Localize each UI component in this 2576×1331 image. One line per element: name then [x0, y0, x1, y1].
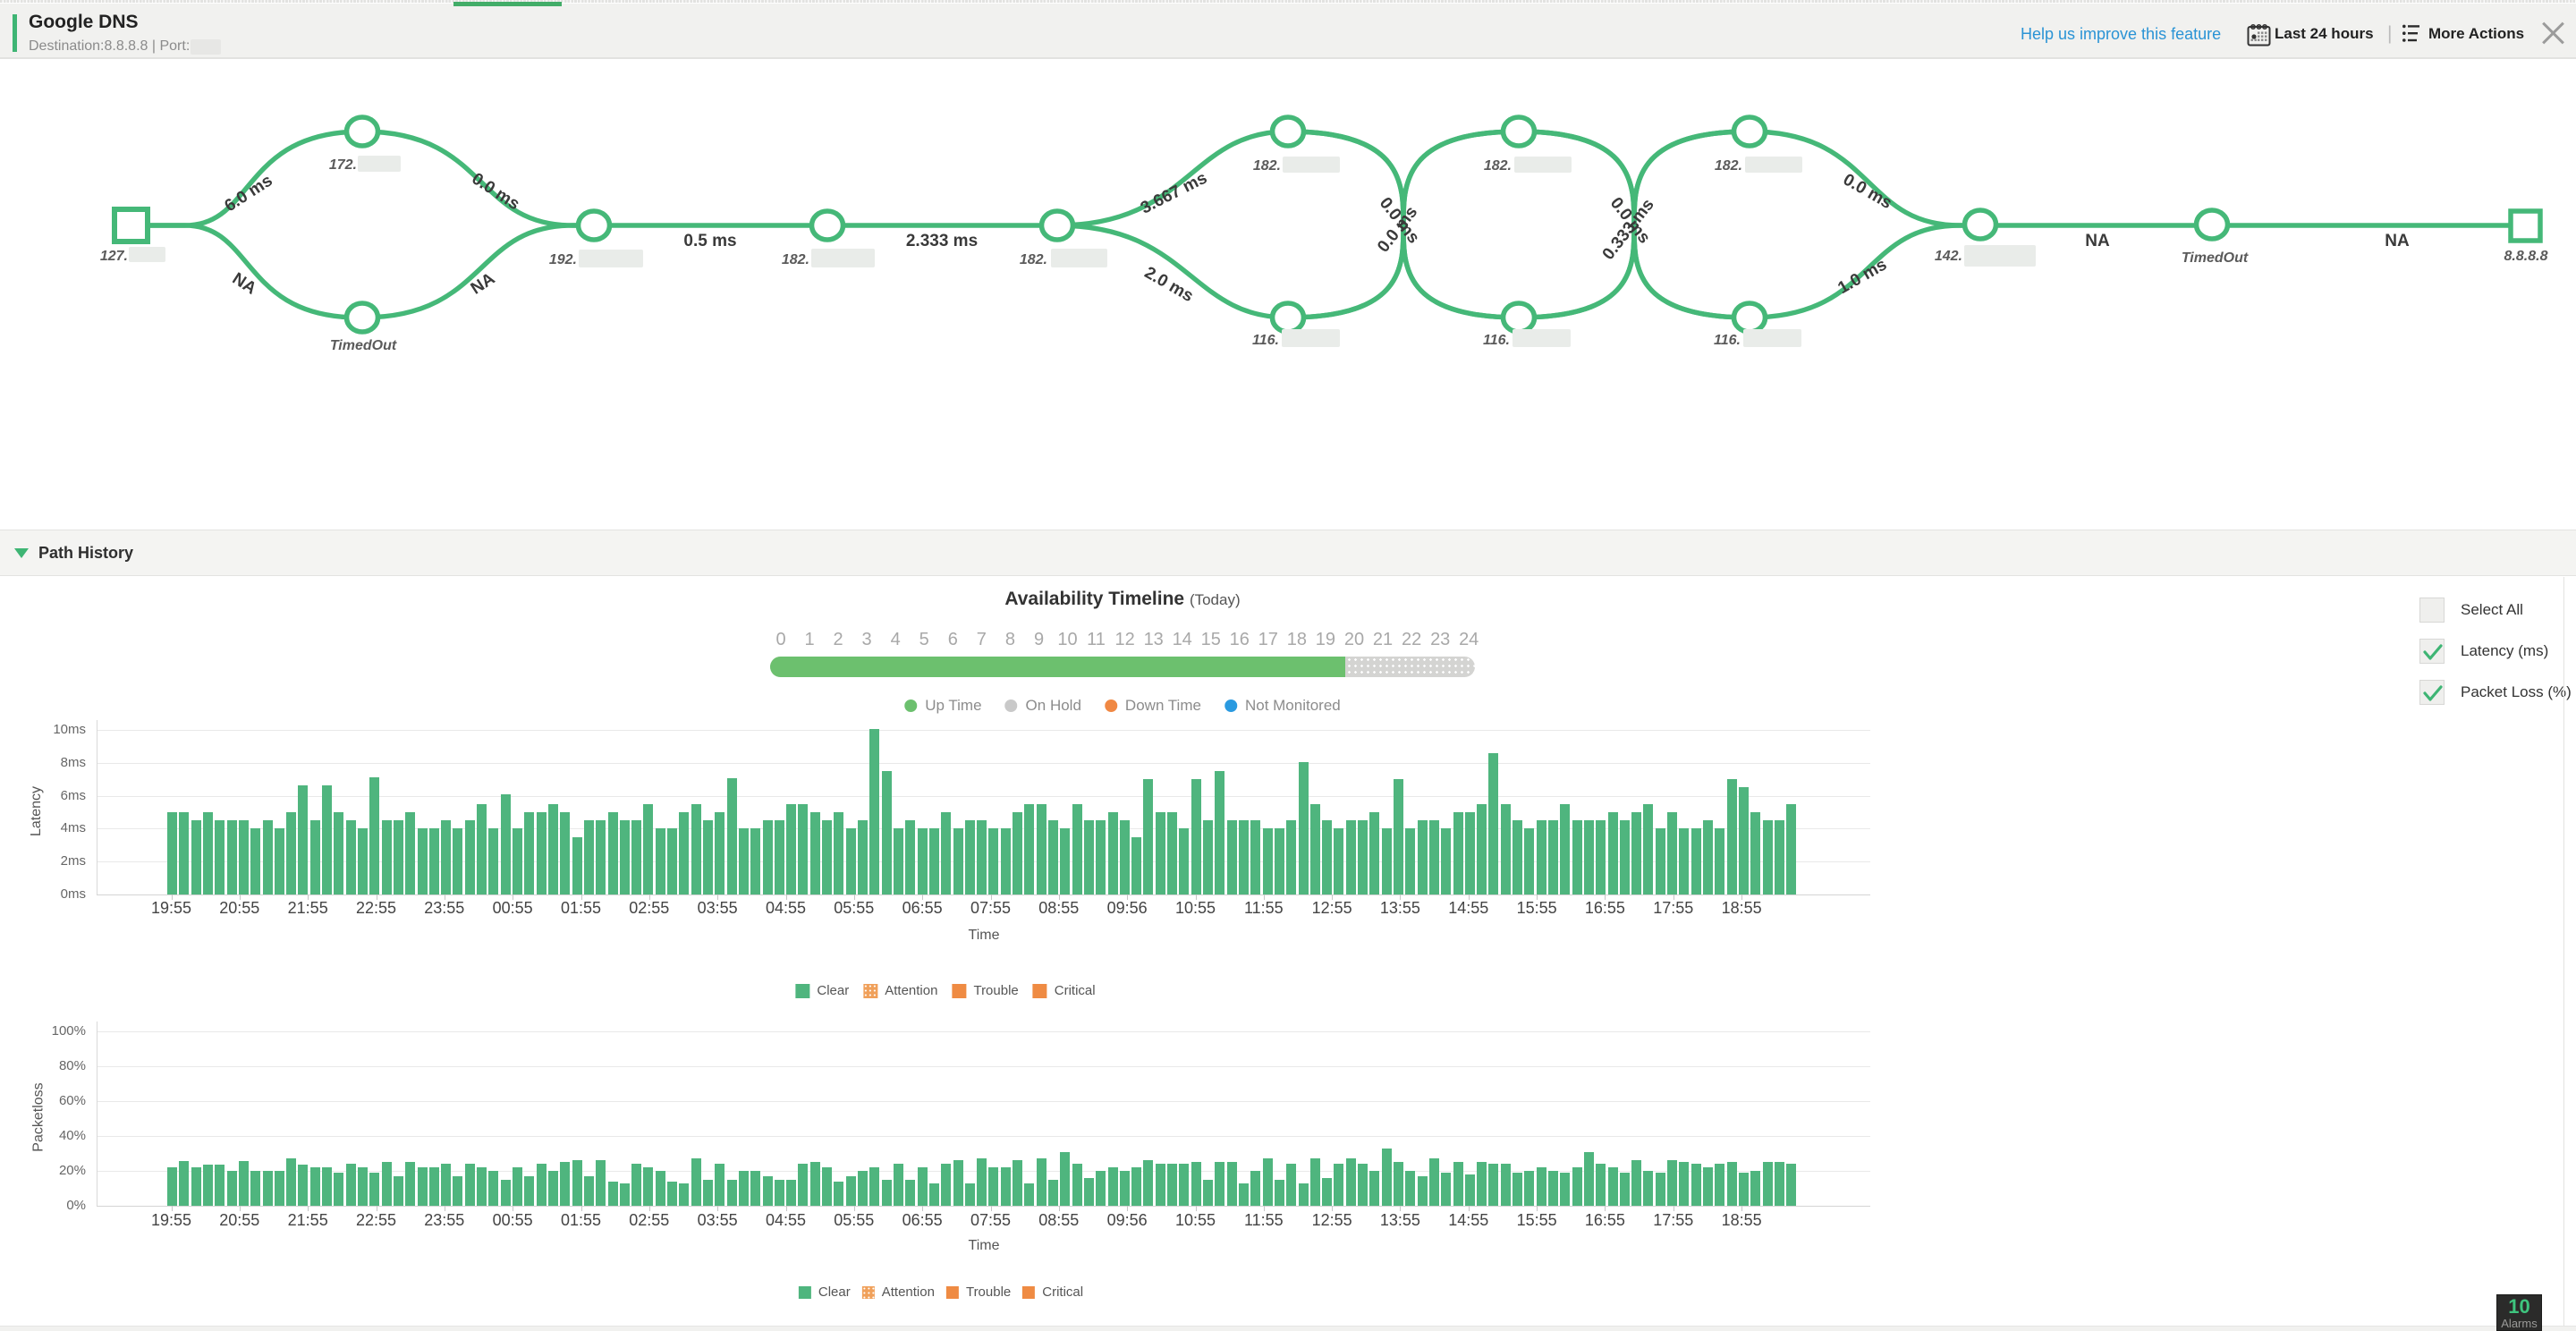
svg-text:182.: 182. [782, 252, 809, 267]
svg-text:182.: 182. [1020, 252, 1047, 267]
svg-text:182.: 182. [1715, 158, 1742, 174]
svg-text:2.333 ms: 2.333 ms [906, 232, 978, 250]
svg-text:192.: 192. [549, 252, 577, 267]
svg-text:142.: 142. [1935, 249, 1962, 264]
svg-text:116.: 116. [1483, 333, 1510, 348]
svg-text:182.: 182. [1253, 158, 1281, 174]
svg-text:NA: NA [2385, 232, 2410, 250]
svg-text:NA: NA [2085, 232, 2110, 250]
svg-text:182.: 182. [1484, 158, 1512, 174]
svg-text:116.: 116. [1714, 333, 1741, 348]
svg-text:127.: 127. [100, 249, 128, 264]
svg-text:3.667 ms: 3.667 ms [1138, 169, 1210, 218]
svg-text:6.0 ms: 6.0 ms [221, 171, 275, 216]
svg-text:TimedOut: TimedOut [2182, 250, 2249, 266]
svg-text:8.8.8.8: 8.8.8.8 [2504, 249, 2548, 264]
svg-text:0.5 ms: 0.5 ms [683, 232, 736, 250]
svg-text:0.0 ms: 0.0 ms [468, 169, 522, 214]
svg-text:1.0 ms: 1.0 ms [1835, 255, 1890, 298]
svg-text:TimedOut: TimedOut [330, 338, 397, 353]
svg-text:172.: 172. [329, 157, 357, 173]
svg-text:116.: 116. [1252, 333, 1279, 348]
svg-text:0.0 ms: 0.0 ms [1840, 170, 1895, 213]
svg-text:2.0 ms: 2.0 ms [1141, 263, 1197, 306]
